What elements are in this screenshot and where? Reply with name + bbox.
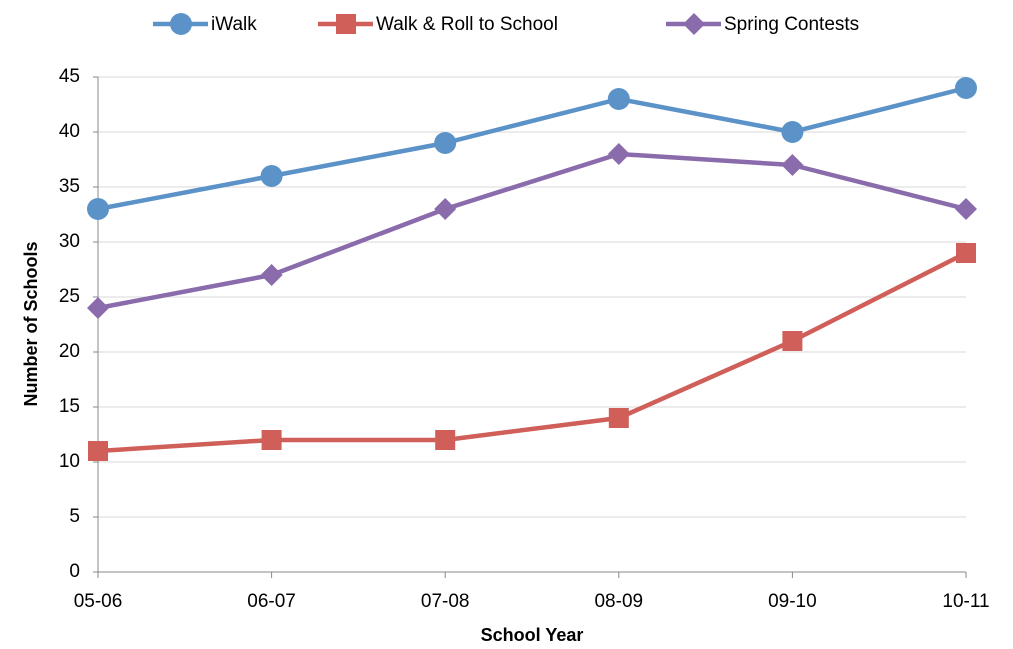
legend-label: Walk & Roll to School	[376, 14, 558, 35]
data-point	[87, 297, 109, 319]
y-tick-label: 40	[59, 121, 80, 142]
data-point	[782, 331, 803, 351]
data-point	[781, 154, 804, 176]
data-point	[434, 198, 457, 220]
y-tick-label: 10	[59, 451, 80, 472]
series-line	[97, 85, 967, 212]
y-tick-label: 25	[59, 286, 80, 307]
data-point	[435, 430, 456, 450]
y-tick-label: 20	[59, 341, 80, 362]
data-point	[260, 264, 283, 286]
data-point	[88, 441, 108, 461]
y-tick-label: 35	[59, 176, 80, 197]
series-line	[97, 151, 967, 311]
data-point	[608, 408, 629, 428]
data-point	[955, 198, 977, 220]
legend-label: iWalk	[211, 14, 257, 35]
data-point	[434, 132, 457, 154]
y-tick-label: 0	[69, 561, 80, 582]
legend-marker	[170, 13, 192, 35]
data-point	[607, 143, 630, 165]
y-tick-label: 15	[59, 396, 80, 417]
data-point	[956, 243, 976, 263]
x-tick-label: 05-06	[74, 591, 123, 612]
data-point	[261, 430, 282, 450]
data-point	[955, 77, 977, 99]
x-tick-label: 09-10	[768, 591, 817, 612]
legend-label: Spring Contests	[724, 14, 859, 35]
data-point	[260, 165, 283, 187]
data-point	[781, 121, 804, 143]
series-line	[97, 250, 968, 454]
y-tick-label: 30	[59, 231, 80, 252]
x-tick-label: 07-08	[421, 591, 470, 612]
y-axis-label: Number of Schools	[21, 241, 41, 406]
data-point	[87, 198, 109, 220]
legend-marker	[336, 14, 356, 34]
data-point	[607, 88, 630, 110]
x-tick-label: 08-09	[594, 591, 643, 612]
y-tick-label: 5	[69, 506, 80, 527]
x-tick-label: 06-07	[247, 591, 296, 612]
legend-marker	[683, 13, 705, 35]
y-tick-label: 45	[59, 66, 80, 87]
x-tick-label: 10-11	[942, 591, 989, 612]
x-axis-label: School Year	[481, 625, 584, 645]
